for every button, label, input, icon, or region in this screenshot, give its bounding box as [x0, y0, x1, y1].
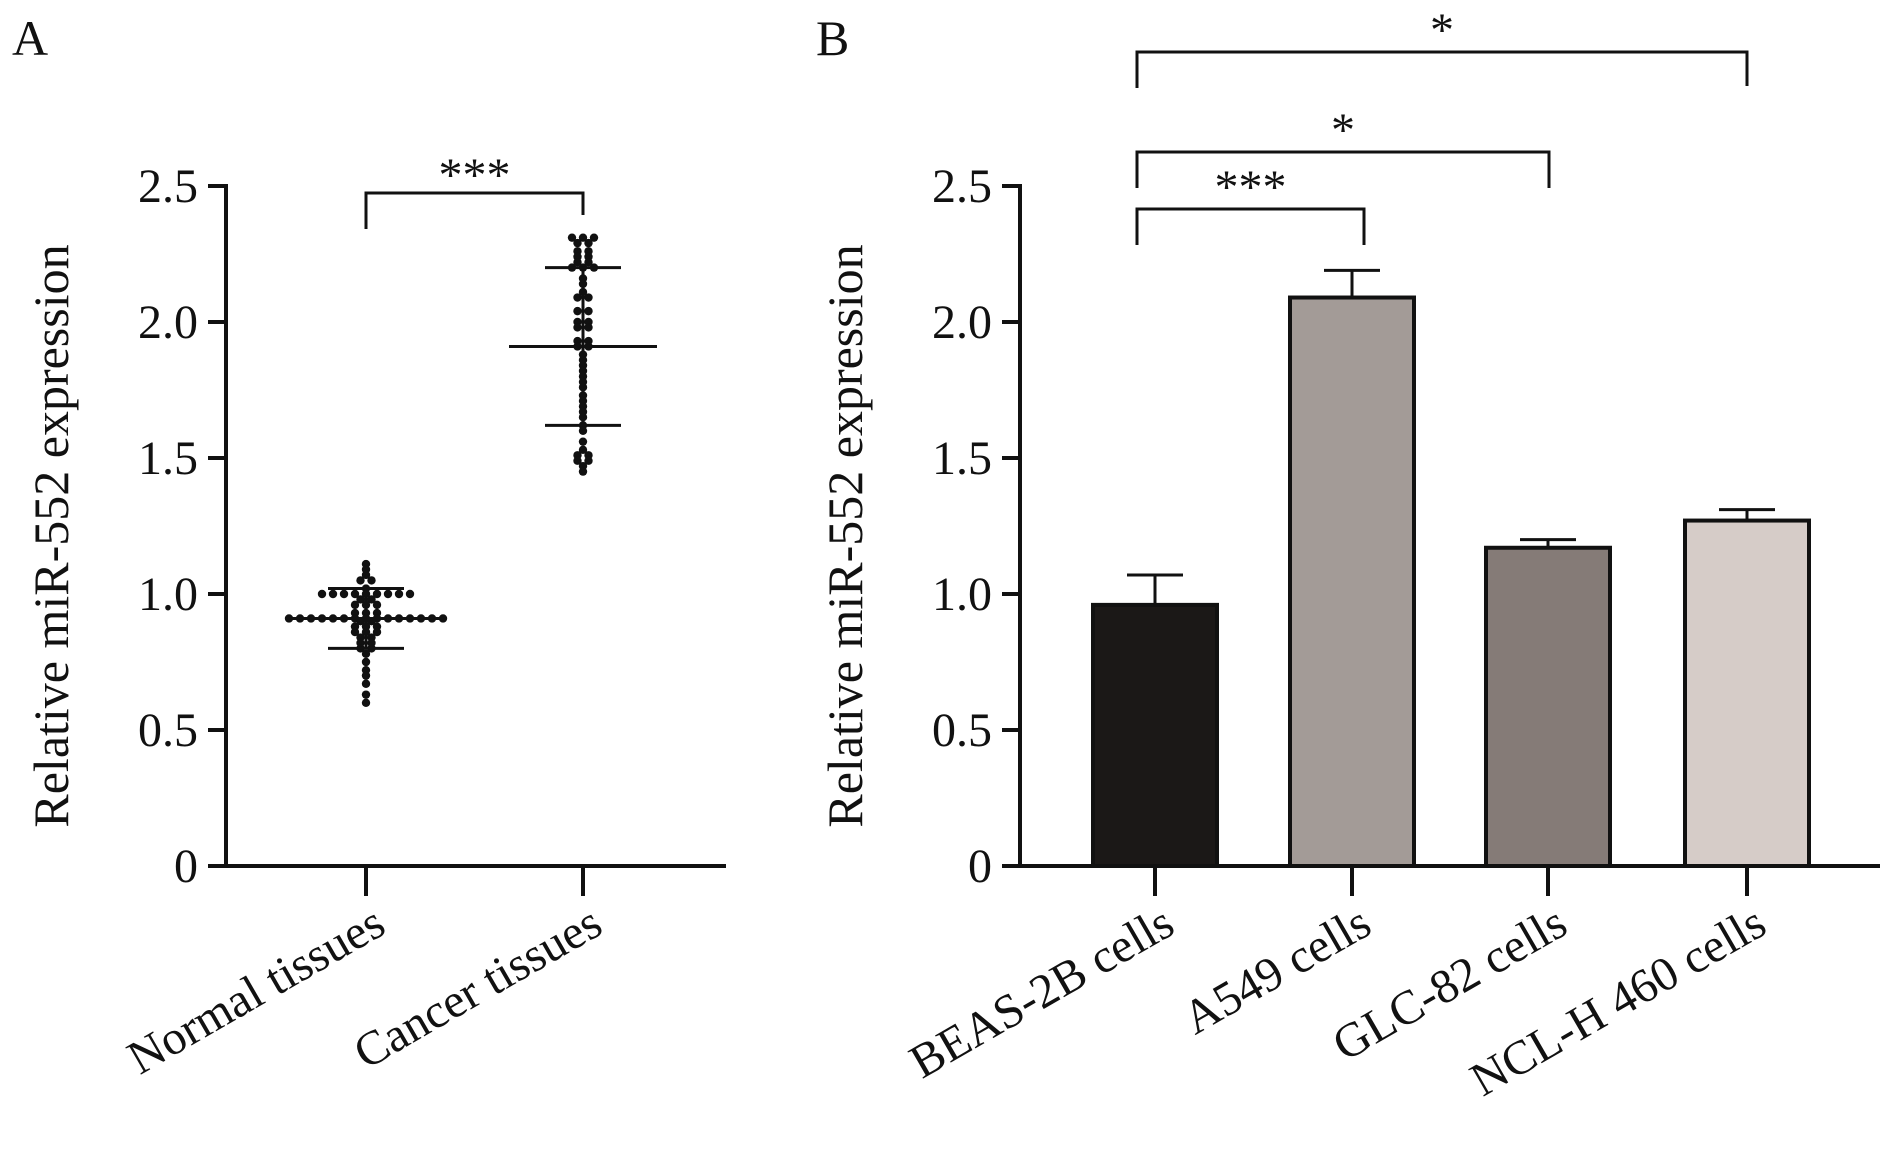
- data-point: [573, 306, 582, 316]
- data-point: [584, 306, 593, 316]
- data-point: [317, 589, 327, 599]
- x-tick-label: Cancer tissues: [345, 896, 610, 1080]
- data-point: [372, 600, 382, 610]
- data-point: [350, 600, 360, 610]
- significance-bracket: [1135, 150, 1551, 188]
- y-tick-label: 0: [968, 840, 992, 893]
- data-point: [361, 570, 371, 580]
- y-tick-label: 1.5: [138, 432, 198, 485]
- significance-label: *: [1430, 4, 1454, 57]
- data-point: [567, 233, 577, 242]
- data-point: [361, 698, 371, 707]
- significance-label: *: [1331, 104, 1355, 157]
- data-point: [361, 690, 371, 699]
- x-tick-label: Normal tissues: [119, 896, 394, 1085]
- panel-a-y-axis-label: Relative miR-552 expression: [23, 244, 79, 827]
- data-point: [584, 323, 593, 332]
- data-point: [573, 323, 582, 332]
- y-tick-label: 0: [174, 840, 198, 893]
- data-point: [584, 456, 593, 465]
- data-point: [361, 649, 371, 659]
- data-point: [328, 589, 338, 599]
- y-tick-label: 2.0: [932, 296, 992, 349]
- bar: [1484, 545, 1612, 868]
- panel-b-bar-chart: B Relative miR-552 expression 0 0.5 1.0 1.5…: [816, 4, 1880, 1107]
- y-tick-label: 0.5: [138, 704, 198, 757]
- data-point: [356, 576, 365, 585]
- data-point: [367, 595, 376, 604]
- data-point: [573, 293, 582, 302]
- panel-a-scatter-plot: A Relative miR-552 expression 0 0.5 1.0 1.5…: [12, 10, 726, 1085]
- bar: [1683, 518, 1811, 868]
- y-tick-label: 1.0: [138, 568, 198, 621]
- panel-a-points: [284, 233, 599, 707]
- y-tick-label: 2.5: [138, 160, 198, 213]
- data-point: [573, 238, 582, 248]
- panel-b-y-axis: 0 0.5 1.0 1.5 2.0 2.5: [932, 160, 1022, 893]
- data-point: [584, 293, 593, 302]
- data-point: [339, 589, 349, 599]
- y-tick-label: 1.0: [932, 568, 992, 621]
- y-tick-label: 1.5: [932, 432, 992, 485]
- significance-bracket: [1135, 207, 1366, 245]
- data-point: [578, 467, 588, 476]
- panel-b-y-axis-label: Relative miR-552 expression: [817, 244, 873, 827]
- data-point: [578, 426, 588, 435]
- data-point: [589, 233, 599, 242]
- data-point: [578, 437, 588, 446]
- significance-bracket: [364, 191, 585, 229]
- data-point: [573, 257, 582, 267]
- data-point: [438, 614, 448, 623]
- panel-a-mean-sd-bars: [292, 266, 657, 650]
- panel-a-letter: A: [12, 10, 48, 66]
- y-tick-label: 2.5: [932, 160, 992, 213]
- panel-a-y-axis: 0 0.5 1.0 1.5 2.0 2.5: [138, 160, 228, 893]
- y-tick-label: 2.0: [138, 296, 198, 349]
- y-tick-label: 0.5: [932, 704, 992, 757]
- x-tick-label: BEAS-2B cells: [901, 896, 1183, 1089]
- data-point: [350, 589, 360, 599]
- data-point: [367, 576, 376, 585]
- data-point: [284, 614, 294, 623]
- data-point: [573, 456, 582, 465]
- data-point: [584, 238, 593, 248]
- data-point: [578, 233, 588, 242]
- significance-label: ***: [1215, 161, 1287, 214]
- panel-b-bars: [1091, 268, 1811, 868]
- data-point: [584, 257, 593, 267]
- data-point: [394, 589, 404, 599]
- significance-label: ***: [439, 149, 511, 202]
- data-point: [383, 589, 393, 599]
- data-point: [578, 445, 588, 455]
- data-point: [361, 671, 371, 680]
- data-point: [356, 595, 365, 604]
- data-point: [372, 627, 382, 637]
- panel-b-letter: B: [816, 10, 849, 66]
- data-point: [361, 679, 371, 688]
- panel-b-significance: *****: [1135, 4, 1749, 245]
- significance-bracket: [1135, 50, 1749, 88]
- data-point: [372, 589, 382, 599]
- data-point: [350, 627, 360, 637]
- bar: [1091, 602, 1219, 868]
- bar: [1288, 295, 1416, 868]
- data-point: [361, 657, 371, 667]
- panel-a-significance: ***: [364, 149, 585, 229]
- data-point: [405, 589, 415, 599]
